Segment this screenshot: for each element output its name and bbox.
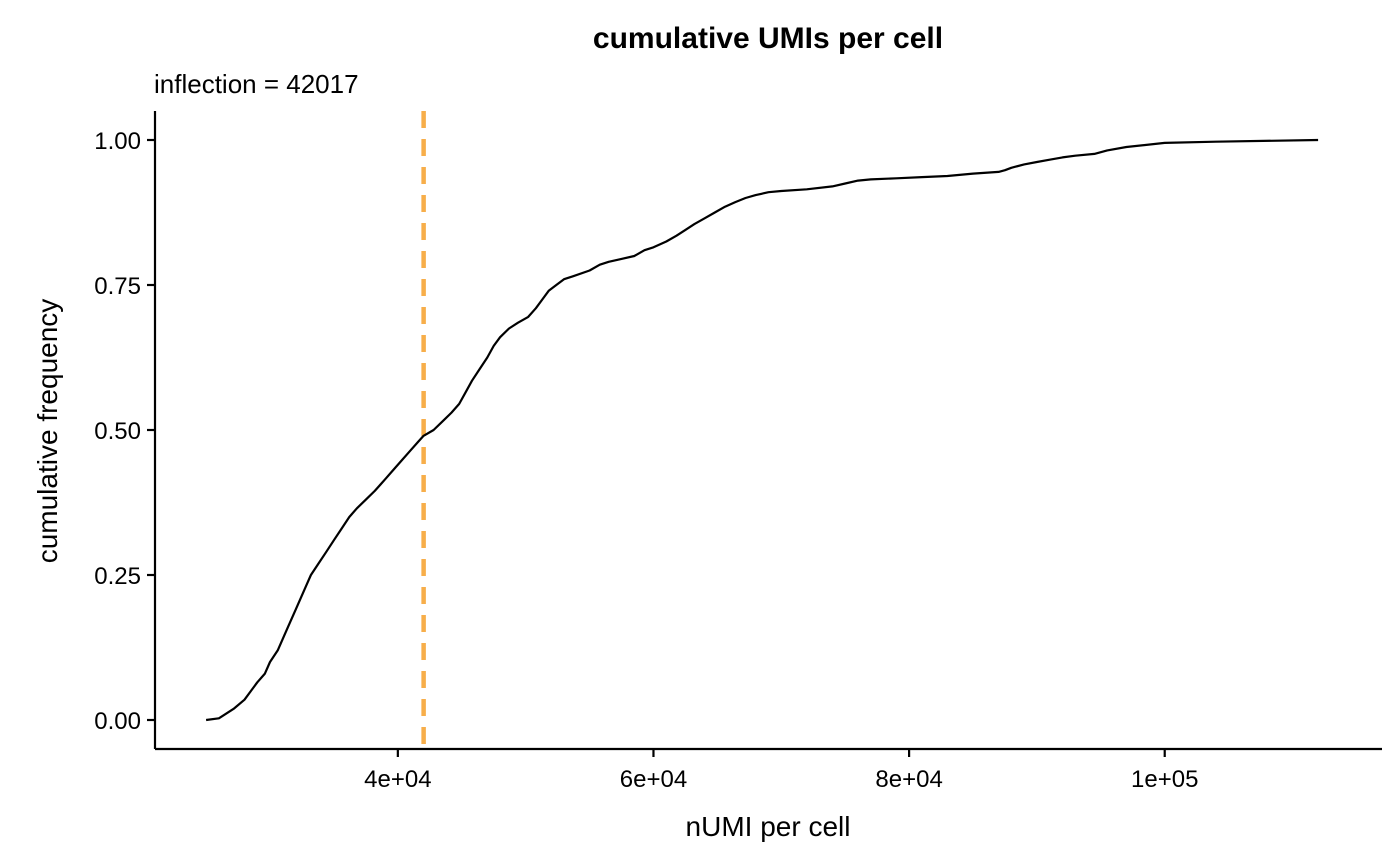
y-axis-label: cumulative frequency (32, 299, 63, 564)
x-tick-label-2: 8e+04 (875, 766, 942, 793)
x-axis-ticks: 4e+04 6e+04 8e+04 1e+05 (364, 749, 1198, 793)
chart-title: cumulative UMIs per cell (593, 22, 943, 55)
chart-subtitle: inflection = 42017 (154, 69, 359, 99)
y-tick-label-0: 0.00 (94, 708, 141, 735)
y-tick-label-4: 1.00 (94, 128, 141, 155)
x-tick-label-3: 1e+05 (1131, 766, 1198, 793)
x-tick-label-1: 6e+04 (620, 766, 687, 793)
x-axis-label: nUMI per cell (686, 811, 851, 842)
plot-area (205, 111, 1319, 749)
y-tick-label-3: 0.75 (94, 273, 141, 300)
x-tick-label-0: 4e+04 (364, 766, 431, 793)
y-tick-label-1: 0.25 (94, 563, 141, 590)
y-axis-ticks: 0.00 0.25 0.50 0.75 1.00 (94, 128, 155, 735)
y-tick-label-2: 0.50 (94, 418, 141, 445)
ecdf-line-0 (205, 138, 1319, 722)
